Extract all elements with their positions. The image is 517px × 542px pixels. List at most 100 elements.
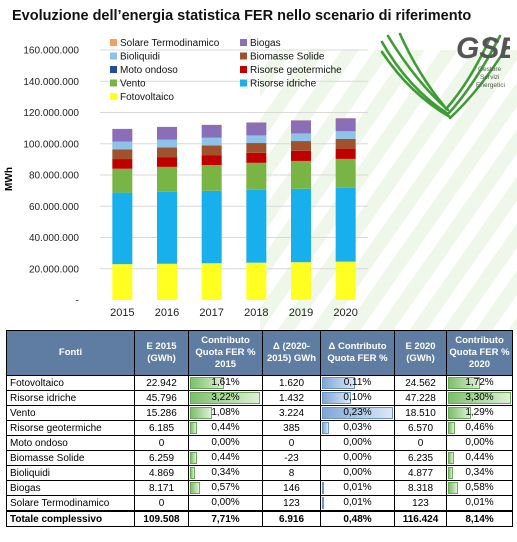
bar-cell: 0,00% (320, 435, 395, 451)
data-bar (448, 482, 458, 494)
cell-e2015: 6.259 (134, 450, 189, 466)
cell-value: 0,44% (211, 452, 240, 463)
bar-segment-bioliquidi (112, 141, 133, 150)
x-tick-label: 2019 (289, 307, 313, 319)
y-tick-label: 60.000.000 (29, 202, 79, 213)
cell-e2020: 24.562 (394, 375, 447, 391)
cell-fonti: Vento (6, 405, 135, 421)
cell-value: 0,01% (343, 497, 372, 508)
bar-segment-vento (201, 165, 222, 191)
bar-segment-biogas (291, 120, 311, 134)
bar-segment-bioliquidi (291, 133, 311, 142)
total-c2015: 7,71% (188, 510, 263, 527)
data-bar (448, 377, 480, 389)
data-bar (190, 392, 260, 404)
bar-segment-fotovoltaico (291, 262, 311, 300)
cell-e2015: 8.171 (134, 480, 189, 496)
bar-segment-biomasse-solide (291, 141, 311, 151)
cell-value: 0,00% (211, 437, 240, 448)
y-tick-label: 160.000.000 (23, 46, 79, 57)
cell-fonti: Moto ondoso (6, 435, 135, 451)
y-tick-label: 80.000.000 (29, 171, 79, 182)
x-tick-label: 2016 (155, 307, 179, 319)
legend-label: Moto ondoso (120, 65, 178, 76)
cell-delta: 3.224 (262, 405, 321, 421)
legend-label: Solare Termodinamico (120, 38, 220, 49)
total-delta: 6.916 (262, 510, 321, 527)
data-bar (322, 482, 324, 494)
bar-segment-biogas (335, 118, 356, 132)
cell-value: 0,00% (343, 437, 372, 448)
data-bar (448, 422, 456, 434)
data-bar (322, 392, 352, 404)
legend-swatch (110, 79, 117, 87)
cell-value: 0,23% (343, 407, 372, 418)
bar-segment-bioliquidi (201, 137, 222, 146)
bar-segment-vento (246, 162, 267, 190)
header-c2015: Contributo Quota FER % 2015 (188, 330, 263, 376)
bar-cell: 0,44% (446, 450, 513, 466)
data-bar (190, 422, 198, 434)
data-bar (190, 407, 213, 419)
data-bar (190, 467, 196, 479)
total-dcontrib: 0,48% (320, 510, 395, 527)
cell-value: 0,34% (465, 467, 494, 478)
data-bar (190, 377, 224, 389)
header-delta: Δ (2020-2015) GWh (262, 330, 321, 376)
bar-segment-risorse-idriche (201, 190, 222, 264)
cell-value: 1,08% (211, 407, 240, 418)
bar-cell: 0,01% (320, 495, 395, 512)
cell-e2020: 8.318 (394, 480, 447, 496)
bar-segment-fotovoltaico (246, 262, 267, 300)
stacked-bar-chart: - 20.000.000 40.000.000 60.000.000 80.000.00… (4, 38, 368, 319)
bar-cell: 0,01% (320, 480, 395, 496)
cell-e2020: 18.510 (394, 405, 447, 421)
bar-segment-biogas (246, 122, 267, 136)
cell-fonti: Fotovoltaico (6, 375, 135, 391)
bar-cell: 0,11% (320, 375, 395, 391)
cell-value: 0,11% (343, 377, 372, 388)
bar-segment-biomasse-solide (246, 143, 267, 153)
cell-delta: 385 (262, 420, 321, 436)
table-row: Moto ondoso 0 0,00% 0 0,00% 0 0,00% (6, 435, 513, 451)
bar-cell: 0,44% (188, 420, 263, 436)
cell-fonti: Solare Termodinamico (6, 495, 135, 512)
data-bar (190, 482, 201, 494)
table-row: Biomasse Solide 6.259 0,44% -23 0,00% 6.235 0,… (6, 450, 513, 466)
cell-value: 0,00% (343, 452, 372, 463)
cell-value: 1,29% (465, 407, 494, 418)
bar-cell: 1,08% (188, 405, 263, 421)
bar-segment-bioliquidi (335, 131, 356, 139)
bar-segment-vento (291, 160, 311, 189)
bar-segment-fotovoltaico (201, 263, 222, 300)
bar-cell: 0,46% (446, 420, 513, 436)
cell-e2020: 0 (394, 435, 447, 451)
legend-swatch (110, 39, 117, 46)
bar-cell: 0,34% (188, 465, 263, 481)
bar-segment-vento (112, 168, 133, 193)
cell-e2015: 15.286 (134, 405, 189, 421)
legend-swatch (240, 79, 247, 87)
cell-value: 0,03% (343, 422, 372, 433)
legend-label: Risorse geotermiche (250, 65, 342, 76)
bar-cell: 0,00% (188, 495, 263, 512)
x-tick-label: 2017 (199, 307, 223, 319)
logo-subtitle-3: Energetici (476, 82, 505, 89)
bar-cell: 1,72% (446, 375, 513, 391)
bar-segment-risorse-idriche (335, 187, 356, 262)
legend-label: Biomasse Solide (250, 52, 325, 63)
cell-e2015: 6.185 (134, 420, 189, 436)
cell-fonti: Risorse idriche (6, 390, 135, 406)
table-row: Risorse idriche 45.796 3,22% 1.432 0,10% 47.2… (6, 390, 513, 406)
data-bar (448, 467, 453, 479)
cell-delta: 146 (262, 480, 321, 496)
cell-e2020: 123 (394, 495, 447, 512)
data-bar (448, 407, 472, 419)
bar-segment-risorse-idriche (112, 192, 133, 265)
bar-segment-bioliquidi (157, 139, 177, 148)
bar-cell: 1,29% (446, 405, 513, 421)
bar-cell: 0,00% (320, 465, 395, 481)
cell-e2020: 47.228 (394, 390, 447, 406)
bar-segment-risorse-geotermiche (335, 148, 356, 159)
data-bar (322, 422, 330, 434)
